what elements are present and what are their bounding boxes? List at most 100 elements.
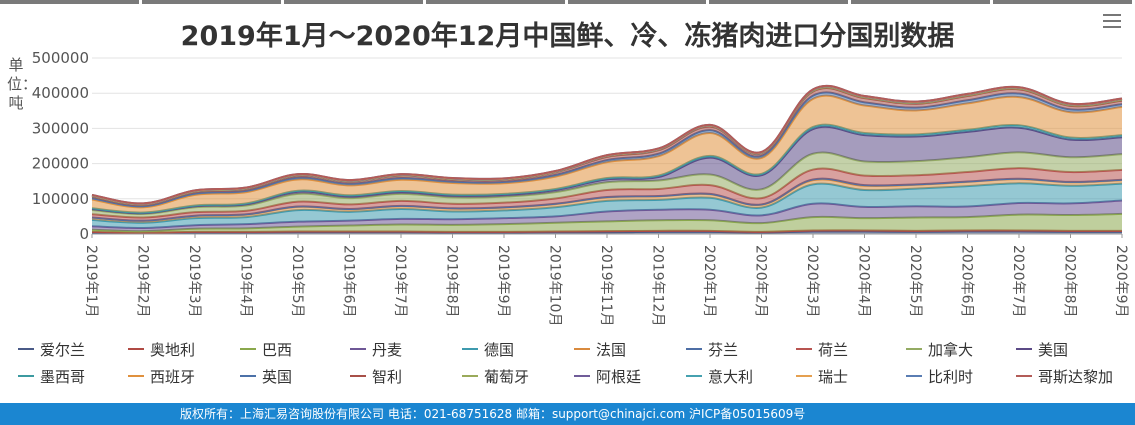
legend-label: 瑞士 <box>818 367 849 386</box>
legend-swatch <box>796 375 812 377</box>
x-tick-label: 2020年3月 <box>804 245 820 318</box>
x-tick-label: 2020年2月 <box>753 245 769 318</box>
legend-swatch <box>18 348 34 350</box>
chart-title: 2019年1月～2020年12月中国鲜、冷、冻猪肉进口分国别数据 <box>180 21 955 52</box>
legend-item[interactable]: 美国 <box>1016 338 1068 360</box>
legend-item[interactable]: 哥斯达黎加 <box>1016 365 1113 387</box>
y-tick-label: 200000 <box>32 155 89 173</box>
legend-swatch <box>796 348 812 350</box>
legend-label: 比利时 <box>928 367 974 386</box>
x-tick-label: 2019年4月 <box>238 245 254 318</box>
legend-swatch <box>240 348 256 350</box>
legend-label: 爱尔兰 <box>40 340 86 359</box>
legend-swatch <box>686 375 702 377</box>
x-tick-label: 2020年5月 <box>907 245 923 318</box>
legend-item[interactable]: 法国 <box>574 338 626 360</box>
legend-label: 加拿大 <box>928 340 974 359</box>
legend-swatch <box>906 348 922 350</box>
legend-swatch <box>1016 375 1032 377</box>
x-tick-label: 2019年10月 <box>547 245 563 326</box>
series-area <box>92 183 1122 229</box>
legend-label: 荷兰 <box>818 340 849 359</box>
footer-bar: 版权所有：上海汇易咨询股份有限公司 电话：021-68751628 邮箱：sup… <box>0 403 1135 425</box>
legend-label: 奥地利 <box>150 340 196 359</box>
legend-swatch <box>574 348 590 350</box>
legend-item[interactable]: 加拿大 <box>906 338 973 360</box>
x-tick-label: 2019年5月 <box>289 245 305 318</box>
legend-item[interactable]: 比利时 <box>906 365 973 387</box>
x-tick-label: 2020年6月 <box>959 245 975 318</box>
legend-item[interactable]: 阿根廷 <box>574 365 641 387</box>
legend-label: 法国 <box>596 340 627 359</box>
legend-swatch <box>686 348 702 350</box>
legend-label: 墨西哥 <box>40 367 86 386</box>
x-tick-label: 2019年1月 <box>83 245 99 318</box>
legend-label: 美国 <box>1038 340 1069 359</box>
legend-item[interactable]: 芬兰 <box>686 338 738 360</box>
legend-swatch <box>350 348 366 350</box>
legend-item[interactable]: 荷兰 <box>796 338 848 360</box>
series-areas <box>91 84 1123 234</box>
legend-item[interactable]: 奥地利 <box>128 338 195 360</box>
top-accent-bar <box>0 0 1135 4</box>
legend-label: 巴西 <box>262 340 293 359</box>
x-tick-label: 2019年8月 <box>444 245 460 318</box>
series-area <box>92 168 1122 221</box>
y-tick-label: 0 <box>79 225 89 243</box>
x-tick-label: 2019年2月 <box>135 245 151 318</box>
legend-label: 阿根廷 <box>596 367 642 386</box>
legend-item[interactable]: 意大利 <box>686 365 753 387</box>
legend-label: 丹麦 <box>372 340 403 359</box>
y-tick-label: 500000 <box>32 49 89 67</box>
legend-item[interactable]: 丹麦 <box>350 338 402 360</box>
legend-item[interactable]: 葡萄牙 <box>462 365 529 387</box>
legend-swatch <box>462 375 478 377</box>
legend-swatch <box>18 375 34 377</box>
legend-swatch <box>128 348 144 350</box>
legend-item[interactable]: 墨西哥 <box>18 365 85 387</box>
legend-item[interactable]: 英国 <box>240 365 292 387</box>
series-area <box>92 200 1122 232</box>
legend-item[interactable]: 瑞士 <box>796 365 848 387</box>
series-area <box>92 95 1122 213</box>
x-tick-label: 2019年11月 <box>598 245 614 326</box>
y-tick-label: 400000 <box>32 84 89 102</box>
legend-swatch <box>350 375 366 377</box>
y-tick-label: 300000 <box>32 119 89 137</box>
series-area <box>92 126 1122 214</box>
legend-label: 智利 <box>372 367 403 386</box>
legend-label: 葡萄牙 <box>484 367 530 386</box>
x-tick-label: 2020年8月 <box>1062 245 1078 318</box>
x-tick-label: 2019年3月 <box>186 245 202 318</box>
x-tick-label: 2020年4月 <box>856 245 872 318</box>
x-tick-label: 2019年12月 <box>650 245 666 326</box>
legend-label: 西班牙 <box>150 367 196 386</box>
footer-text: 版权所有：上海汇易咨询股份有限公司 电话：021-68751628 邮箱：sup… <box>180 407 806 421</box>
legend-swatch <box>906 375 922 377</box>
x-tick-label: 2020年9月 <box>1113 245 1129 318</box>
legend-swatch <box>574 375 590 377</box>
legend-item[interactable]: 西班牙 <box>128 365 195 387</box>
legend-item[interactable]: 爱尔兰 <box>18 338 85 360</box>
legend-label: 意大利 <box>708 367 754 386</box>
legend-item[interactable]: 巴西 <box>240 338 292 360</box>
legend-label: 英国 <box>262 367 293 386</box>
legend-swatch <box>462 348 478 350</box>
legend-item[interactable]: 德国 <box>462 338 514 360</box>
series-line <box>91 84 1123 205</box>
x-tick-labels: 2019年1月 2019年2月 2019年3月 2019年4月 2019年5月 2019年… <box>83 234 1129 326</box>
x-tick-label: 2019年6月 <box>341 245 357 318</box>
x-tick-label: 2019年9月 <box>495 245 511 318</box>
y-tick-labels: 0 100000 200000 300000 400000 500000 <box>32 49 89 243</box>
hamburger-menu-icon[interactable] <box>1103 14 1121 28</box>
x-tick-label: 2019年7月 <box>392 245 408 318</box>
legend-label: 德国 <box>484 340 515 359</box>
legend-label: 哥斯达黎加 <box>1038 367 1114 386</box>
legend-swatch <box>240 375 256 377</box>
x-tick-label: 2020年1月 <box>701 245 717 318</box>
x-tick-label: 2020年7月 <box>1010 245 1026 318</box>
legend-swatch <box>1016 348 1032 350</box>
legend-label: 芬兰 <box>708 340 739 359</box>
legend-item[interactable]: 智利 <box>350 365 402 387</box>
